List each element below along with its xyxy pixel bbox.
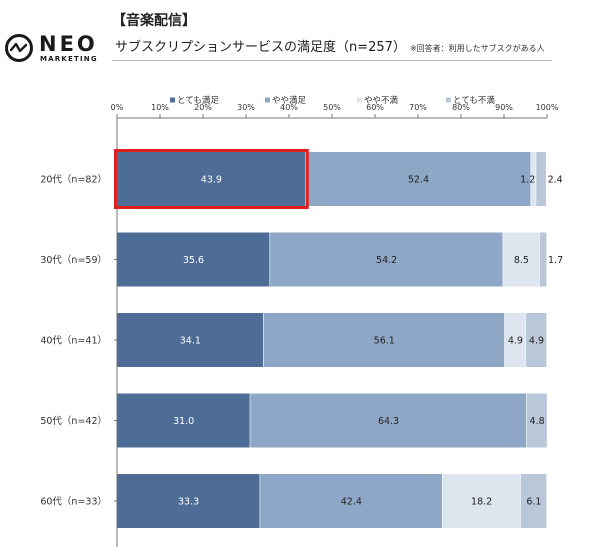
page-title: サブスクリプションサービスの満足度（n=257） ※回答者：利用したサブスクがある… bbox=[115, 36, 545, 55]
bar-4-1 bbox=[260, 474, 442, 528]
bar-label-2-0: 34.1 bbox=[180, 336, 201, 347]
bar-label-4-0: 33.3 bbox=[178, 497, 199, 508]
bar-label-3-1: 64.3 bbox=[378, 416, 399, 427]
bar-label-4-1: 42.4 bbox=[341, 497, 362, 508]
bar-1-2 bbox=[503, 232, 540, 287]
x-tick-label-10: 100% bbox=[536, 103, 559, 112]
bar-label-2-2: 4.9 bbox=[508, 336, 523, 347]
legend-swatch-0 bbox=[170, 97, 175, 103]
legend-swatch-3 bbox=[446, 97, 451, 103]
bar-0-0 bbox=[117, 152, 306, 206]
neo-marketing-logo: NEO MARKETING bbox=[5, 32, 97, 67]
bar-label-2-1: 56.1 bbox=[374, 336, 395, 347]
bar-label-4-2: 18.2 bbox=[471, 497, 492, 508]
category-label-3: 50代（n=42） bbox=[40, 415, 107, 427]
logo-text: NEO bbox=[39, 32, 98, 56]
bar-label-0-3: 2.4 bbox=[548, 175, 563, 186]
x-tick-label-3: 30% bbox=[237, 103, 255, 112]
logo-subtext: MARKETING bbox=[40, 55, 98, 63]
legend-swatch-2 bbox=[357, 97, 362, 103]
bar-1-1 bbox=[270, 232, 503, 287]
bar-label-0-0: 43.9 bbox=[201, 175, 222, 186]
title-underline bbox=[112, 60, 552, 61]
x-tick-label-9: 90% bbox=[495, 103, 513, 112]
x-tick-label-1: 10% bbox=[151, 103, 169, 112]
title-bracket: 【音楽配信】 bbox=[112, 13, 196, 29]
bar-0-3 bbox=[536, 152, 546, 206]
bar-3-0 bbox=[117, 393, 250, 448]
legend-label-3: とても不満 bbox=[453, 96, 495, 106]
bar-label-1-3: 1.7 bbox=[548, 255, 563, 266]
bar-label-0-1: 52.4 bbox=[408, 175, 429, 186]
x-tick-label-6: 60% bbox=[366, 103, 384, 112]
bar-4-2 bbox=[442, 474, 521, 528]
bar-1-0 bbox=[117, 232, 270, 287]
x-tick-label-5: 50% bbox=[323, 103, 341, 112]
bar-3-1 bbox=[250, 393, 527, 448]
bar-3-3 bbox=[526, 393, 547, 448]
x-tick-label-8: 80% bbox=[452, 103, 470, 112]
bar-2-0 bbox=[117, 313, 264, 367]
bar-label-0-2: 1.2 bbox=[520, 175, 535, 186]
highlight-box bbox=[114, 149, 309, 209]
category-label-1: 30代（n=59） bbox=[40, 254, 107, 266]
bar-2-2 bbox=[504, 313, 526, 367]
category-label-2: 40代（n=41） bbox=[40, 335, 107, 347]
title-main: サブスクリプションサービスの満足度（n=257） bbox=[115, 40, 406, 55]
bar-2-1 bbox=[263, 313, 505, 367]
bar-0-2 bbox=[531, 152, 536, 206]
legend-label-0: とても満足 bbox=[177, 96, 219, 106]
bar-1-3 bbox=[539, 232, 547, 287]
bar-label-1-2: 8.5 bbox=[514, 255, 529, 266]
x-tick-label-4: 40% bbox=[280, 103, 298, 112]
bar-label-1-1: 54.2 bbox=[376, 255, 397, 266]
bar-label-1-0: 35.6 bbox=[183, 255, 204, 266]
category-label-0: 20代（n=82） bbox=[40, 174, 107, 186]
legend-label-2: やや不満 bbox=[364, 96, 399, 106]
legend-label-1: やや満足 bbox=[272, 96, 307, 106]
bar-2-3 bbox=[525, 313, 547, 367]
bar-4-0 bbox=[117, 474, 260, 528]
x-tick-label-0: 0% bbox=[111, 103, 124, 112]
bar-label-4-3: 6.1 bbox=[526, 497, 541, 508]
category-label-4: 60代（n=33） bbox=[40, 496, 107, 508]
bar-label-3-0: 31.0 bbox=[173, 416, 194, 427]
title-note: ※回答者：利用したサブスクがある人 bbox=[409, 44, 545, 53]
bar-0-1 bbox=[305, 152, 531, 206]
x-tick-label-7: 70% bbox=[409, 103, 427, 112]
bar-label-2-3: 4.9 bbox=[529, 336, 544, 347]
logo-circle-icon bbox=[5, 34, 33, 62]
x-tick-label-2: 20% bbox=[194, 103, 212, 112]
legend-swatch-1 bbox=[265, 97, 270, 103]
bar-4-3 bbox=[520, 474, 547, 528]
bar-label-3-3: 4.8 bbox=[530, 416, 545, 427]
